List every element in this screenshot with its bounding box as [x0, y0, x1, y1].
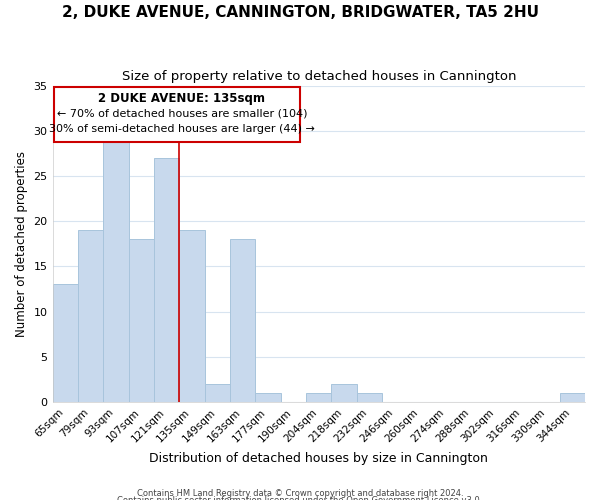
Bar [53, 284, 78, 402]
Bar [128, 239, 154, 402]
FancyBboxPatch shape [54, 88, 300, 142]
Bar [205, 384, 230, 402]
Text: Contains public sector information licensed under the Open Government Licence v3: Contains public sector information licen… [118, 496, 482, 500]
Bar [230, 239, 256, 402]
Bar [179, 230, 205, 402]
Bar [331, 384, 357, 402]
Bar [78, 230, 103, 402]
Text: 30% of semi-detached houses are larger (44) →: 30% of semi-detached houses are larger (… [49, 124, 315, 134]
Bar [256, 393, 281, 402]
Y-axis label: Number of detached properties: Number of detached properties [15, 151, 28, 337]
Bar [306, 393, 331, 402]
Title: Size of property relative to detached houses in Cannington: Size of property relative to detached ho… [122, 70, 516, 83]
Bar [103, 140, 128, 402]
X-axis label: Distribution of detached houses by size in Cannington: Distribution of detached houses by size … [149, 452, 488, 465]
Bar [560, 393, 585, 402]
Text: 2, DUKE AVENUE, CANNINGTON, BRIDGWATER, TA5 2HU: 2, DUKE AVENUE, CANNINGTON, BRIDGWATER, … [62, 5, 539, 20]
Bar [357, 393, 382, 402]
Text: 2 DUKE AVENUE: 135sqm: 2 DUKE AVENUE: 135sqm [98, 92, 265, 105]
Bar [154, 158, 179, 402]
Text: ← 70% of detached houses are smaller (104): ← 70% of detached houses are smaller (10… [56, 108, 307, 118]
Text: Contains HM Land Registry data © Crown copyright and database right 2024.: Contains HM Land Registry data © Crown c… [137, 488, 463, 498]
